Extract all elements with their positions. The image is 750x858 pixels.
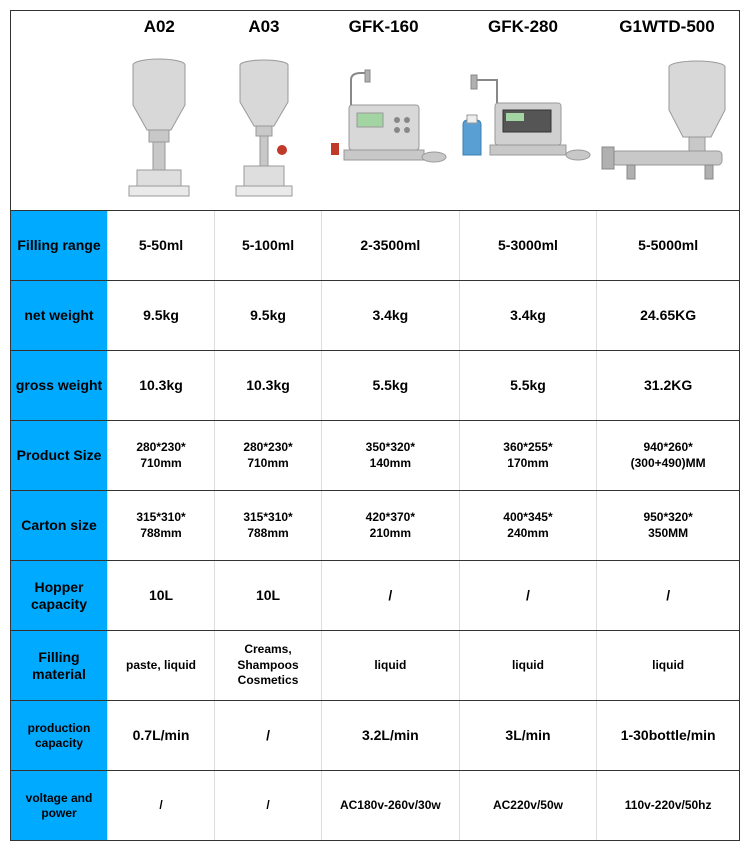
row-label: Carton size (11, 491, 107, 560)
cell: 280*230* 710mm (214, 421, 321, 490)
cell: AC180v-260v/30w (321, 771, 459, 840)
cell: 10L (107, 561, 214, 630)
product-name: G1WTD-500 (619, 17, 714, 37)
product-col-g1wtd500: G1WTD-500 (595, 11, 739, 210)
product-name: A02 (144, 17, 175, 37)
cell: paste, liquid (107, 631, 214, 700)
product-name: A03 (248, 17, 279, 37)
cell: 3.4kg (321, 281, 459, 350)
cell: 420*370* 210mm (321, 491, 459, 560)
cell: AC220v/50w (459, 771, 597, 840)
row-label: voltage and power (11, 771, 107, 840)
cell: / (214, 701, 321, 770)
cell: 5-50ml (107, 211, 214, 280)
product-col-gfk280: GFK-280 (451, 11, 595, 210)
cell: 10.3kg (107, 351, 214, 420)
comparison-table: A02 A03 (10, 10, 740, 841)
cell: 3.2L/min (321, 701, 459, 770)
cell: Creams, Shampoos Cosmetics (214, 631, 321, 700)
product-col-a02: A02 (107, 11, 212, 210)
row-label: Filling material (11, 631, 107, 700)
product-image-gfk160 (318, 41, 449, 208)
row-label: gross weight (11, 351, 107, 420)
cell: 360*255* 170mm (459, 421, 597, 490)
cell: 5.5kg (459, 351, 597, 420)
cell: liquid (596, 631, 739, 700)
table-row: Hopper capacity10L10L/// (11, 561, 739, 631)
cell: 5-3000ml (459, 211, 597, 280)
row-label: Hopper capacity (11, 561, 107, 630)
table-row: Filling materialpaste, liquidCreams, Sha… (11, 631, 739, 701)
cell: 10L (214, 561, 321, 630)
cell: liquid (459, 631, 597, 700)
cell: / (107, 771, 214, 840)
cell: 350*320* 140mm (321, 421, 459, 490)
cell: 9.5kg (214, 281, 321, 350)
cell: 940*260* (300+490)MM (596, 421, 739, 490)
row-label: production capacity (11, 701, 107, 770)
table-row: Product Size280*230* 710mm280*230* 710mm… (11, 421, 739, 491)
row-label: net weight (11, 281, 107, 350)
row-label: Product Size (11, 421, 107, 490)
product-image-g1wtd500 (597, 41, 737, 208)
cell: 1-30bottle/min (596, 701, 739, 770)
cell: 3L/min (459, 701, 597, 770)
cell: / (321, 561, 459, 630)
cell: / (596, 561, 739, 630)
cell: 315*310* 788mm (214, 491, 321, 560)
product-col-gfk160: GFK-160 (316, 11, 451, 210)
cell: 400*345* 240mm (459, 491, 597, 560)
row-label: Filling range (11, 211, 107, 280)
cell: 110v-220v/50hz (596, 771, 739, 840)
cell: 2-3500ml (321, 211, 459, 280)
cell: 10.3kg (214, 351, 321, 420)
cell: 5.5kg (321, 351, 459, 420)
table-row: Filling range5-50ml5-100ml2-3500ml5-3000… (11, 211, 739, 281)
table-row: Carton size315*310* 788mm315*310* 788mm4… (11, 491, 739, 561)
product-image-gfk280 (453, 41, 593, 208)
cell: 5-100ml (214, 211, 321, 280)
cell: 280*230* 710mm (107, 421, 214, 490)
table-row: voltage and power//AC180v-260v/30wAC220v… (11, 771, 739, 841)
header-blank (11, 11, 107, 210)
product-name: GFK-280 (488, 17, 558, 37)
product-image-a02 (109, 41, 210, 208)
cell: 9.5kg (107, 281, 214, 350)
cell: liquid (321, 631, 459, 700)
table-row: net weight9.5kg9.5kg3.4kg3.4kg24.65KG (11, 281, 739, 351)
cell: 5-5000ml (596, 211, 739, 280)
product-image-a03 (214, 41, 315, 208)
cell: / (214, 771, 321, 840)
header-row: A02 A03 (11, 11, 739, 211)
table-row: gross weight10.3kg10.3kg5.5kg5.5kg31.2KG (11, 351, 739, 421)
cell: 31.2KG (596, 351, 739, 420)
cell: 950*320* 350MM (596, 491, 739, 560)
table-row: production capacity0.7L/min/3.2L/min3L/m… (11, 701, 739, 771)
cell: / (459, 561, 597, 630)
cell: 0.7L/min (107, 701, 214, 770)
cell: 3.4kg (459, 281, 597, 350)
cell: 24.65KG (596, 281, 739, 350)
cell: 315*310* 788mm (107, 491, 214, 560)
product-col-a03: A03 (212, 11, 317, 210)
product-name: GFK-160 (349, 17, 419, 37)
